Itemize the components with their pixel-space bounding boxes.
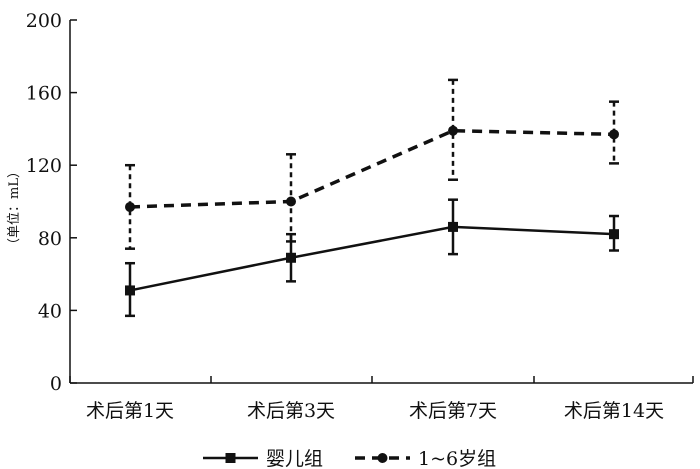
series-line [129, 128, 615, 209]
data-point [286, 252, 296, 263]
data-point [448, 125, 458, 136]
legend-item: 1~6岁组 [355, 448, 496, 469]
x-tick-label: 术后第3天 [247, 400, 335, 422]
legend-marker [377, 453, 388, 463]
series-2 [125, 78, 619, 250]
data-point [125, 201, 135, 212]
data-point [609, 129, 619, 140]
legend-item: 婴儿组 [203, 448, 323, 469]
y-tick-label: 0 [50, 373, 62, 395]
legend-label: 1~6岁组 [418, 448, 496, 469]
y-axis-label: （单位：mL） [7, 165, 22, 251]
x-tick-label: 术后第7天 [409, 400, 497, 422]
y-tick-label: 200 [26, 10, 62, 32]
y-tick-label: 80 [38, 228, 62, 250]
y-axis: 0 40 80 120 160 200 [26, 10, 77, 395]
data-point [286, 196, 296, 207]
y-tick-label: 160 [26, 83, 62, 105]
series-layer [125, 78, 619, 318]
data-point [125, 285, 135, 296]
x-axis: 术后第1天 术后第3天 术后第7天 术后第14天 [69, 376, 694, 422]
legend-label: 婴儿组 [266, 448, 323, 469]
series-line [129, 225, 615, 292]
series-1 [125, 198, 619, 318]
x-tick-label: 术后第1天 [86, 400, 174, 422]
x-tick-label: 术后第14天 [564, 400, 664, 422]
data-point [609, 229, 619, 240]
y-tick-label: 120 [26, 155, 62, 177]
y-tick-label: 40 [38, 300, 62, 322]
legend: 婴儿组 1~6岁组 [203, 448, 496, 469]
legend-marker [225, 453, 236, 463]
data-point [448, 221, 458, 232]
